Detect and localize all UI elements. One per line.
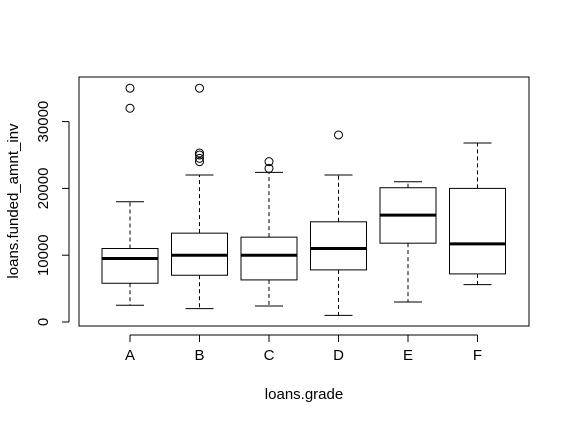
x-tick-label: E — [403, 347, 413, 364]
box-c — [240, 157, 298, 307]
y-tick-label: 20000 — [35, 168, 52, 210]
y-tick-label: 30000 — [35, 101, 52, 143]
outlier-point — [195, 83, 204, 93]
y-axis-label: loans.funded_amnt_inv — [5, 123, 22, 279]
box-b — [171, 83, 228, 310]
box-series — [101, 83, 506, 316]
outlier-point — [334, 130, 343, 140]
x-tick-label: F — [473, 347, 482, 364]
box-rect — [310, 221, 367, 271]
box-rect — [240, 236, 298, 281]
x-axis: A B C D E F — [125, 334, 482, 364]
outlier-point — [195, 157, 204, 167]
plot-frame — [78, 76, 530, 327]
box-a — [101, 83, 159, 306]
box-f — [449, 142, 506, 286]
box-e — [379, 181, 437, 303]
y-axis: 0 10000 20000 30000 — [35, 101, 70, 326]
outlier-point — [195, 148, 204, 158]
outlier-point — [195, 153, 204, 163]
outlier-point — [264, 157, 274, 167]
y-tick-label: 10000 — [35, 234, 52, 276]
box-rect — [101, 248, 159, 284]
x-tick-label: B — [194, 347, 204, 364]
box-rect — [449, 187, 506, 275]
y-tick-label: 0 — [35, 318, 52, 326]
x-tick-label: D — [333, 347, 344, 364]
outlier-point — [125, 103, 135, 113]
x-tick-label: A — [125, 347, 135, 364]
outlier-point — [125, 83, 135, 93]
x-axis-label: loans.grade — [265, 386, 343, 403]
outlier-point — [264, 163, 274, 173]
box-d — [310, 130, 367, 316]
x-tick-label: C — [264, 347, 275, 364]
